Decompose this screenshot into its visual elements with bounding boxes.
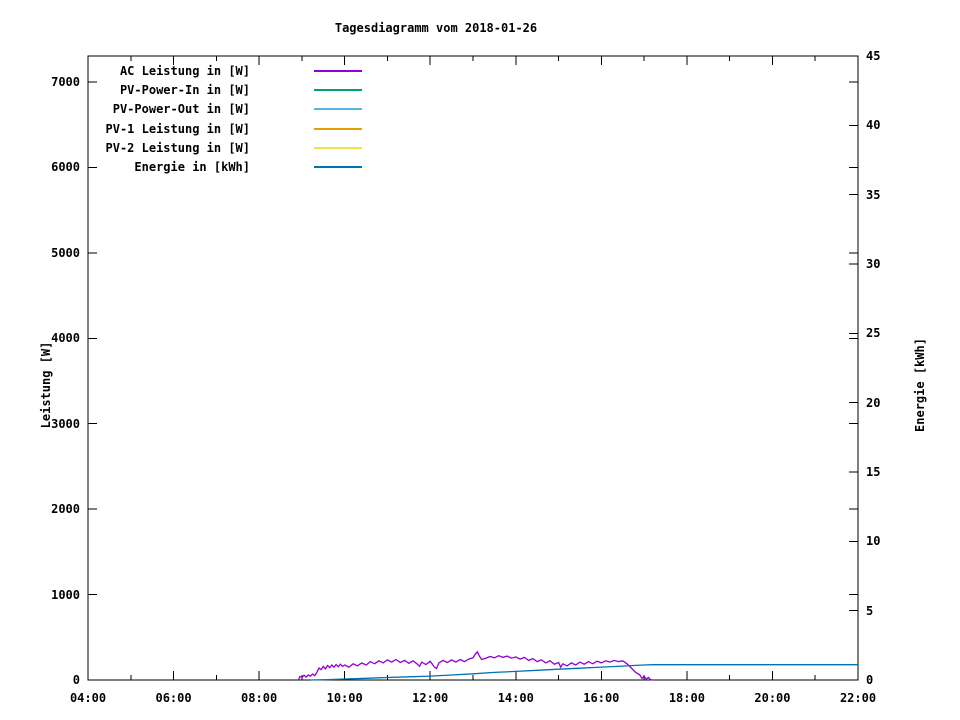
y2-tick-label: 15 [866,465,881,479]
y2-tick-label: 40 [866,118,881,133]
y2-tick-label: 25 [866,326,881,341]
legend-label: Energie in [kWh] [134,160,250,174]
x-tick-label: 20:00 [754,691,791,705]
y1-tick-label: 0 [72,673,80,687]
legend-label: AC Leistung in [W] [119,64,250,78]
y2-tick-label: 10 [866,534,881,549]
legend-color-sample [314,108,362,111]
chart-title: Tagesdiagramm vom 2018-01-26 [334,21,538,35]
legend-item-pv-power-out-in-w: PV-Power-Out in [W] [0,101,380,117]
y2-tick-label: 20 [866,395,881,410]
legend-color-sample [314,89,362,92]
legend-color-sample [314,70,362,72]
legend-item-energie-in-kwh: Energie in [kWh] [0,159,380,175]
y1-tick-label: 2000 [51,502,80,517]
x-tick-label: 10:00 [326,691,363,705]
y1-tick-label: 1000 [51,587,80,602]
y1-tick-label: 4000 [51,331,80,346]
legend-item-pv-2-leistung-in-w: PV-2 Leistung in [W] [0,140,380,156]
legend-label: PV-Power-In in [W] [119,83,250,98]
x-tick-label: 06:00 [155,691,192,705]
legend-color-sample [314,127,362,130]
y1-tick-label: 7000 [51,75,80,89]
legend-item-ac-leistung-in-w: AC Leistung in [W] [0,63,380,79]
x-tick-label: 12:00 [412,691,449,705]
series-ac-leistung-in-w [297,650,653,681]
legend-label: PV-1 Leistung in [W] [105,121,251,136]
legend-item-pv-1-leistung-in-w: PV-1 Leistung in [W] [0,121,380,137]
legend-item-pv-power-in-in-w: PV-Power-In in [W] [0,82,380,98]
y2-tick-label: 5 [866,603,874,618]
legend-label: PV-2 Leistung in [W] [105,140,251,155]
x-tick-label: 08:00 [241,691,278,705]
x-tick-label: 18:00 [668,691,705,705]
y1-tick-label: 3000 [51,416,80,431]
legend-color-sample [314,146,362,149]
x-tick-label: 14:00 [497,691,534,705]
y2-tick-label: 0 [866,673,874,687]
series-energie-in-kwh [310,664,858,681]
y2-tick-label: 35 [866,187,881,202]
x-tick-label: 04:00 [69,691,107,705]
legend-label: PV-Power-Out in [W] [112,102,250,117]
y1-tick-label: 6000 [51,160,80,175]
legend-color-sample [314,166,362,168]
y2-tick-label: 45 [866,49,881,63]
y2-tick-label: 30 [866,257,881,271]
x-tick-label: 22:00 [839,691,877,705]
x-tick-label: 16:00 [583,691,620,705]
y1-tick-label: 5000 [51,245,80,260]
